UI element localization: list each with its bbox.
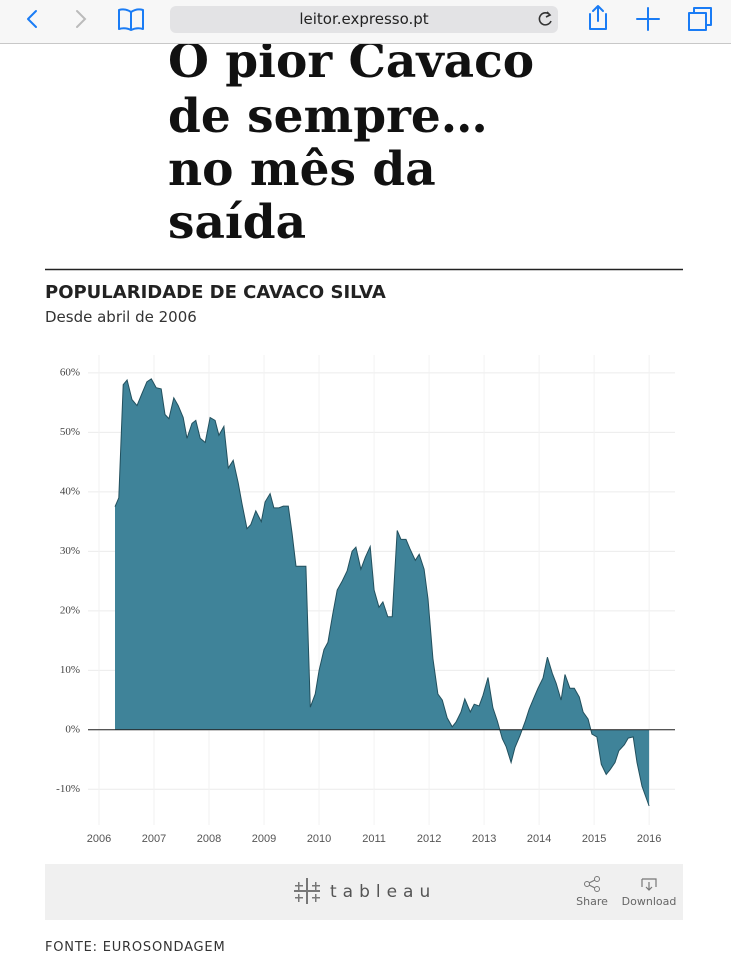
x-tick-label: 2015: [582, 833, 606, 845]
y-tick-label: 30%: [60, 545, 80, 557]
tabs-button[interactable]: [688, 7, 712, 31]
chart-title: POPULARIDADE DE CAVACO SILVA: [45, 282, 386, 303]
url-field[interactable]: [170, 6, 558, 33]
x-tick-label: 2016: [637, 833, 661, 845]
y-tick-label: 40%: [60, 485, 80, 497]
x-tick-label: 2013: [472, 833, 496, 845]
share-button[interactable]: Share: [576, 895, 608, 908]
back-button[interactable]: [27, 10, 37, 28]
bookmarks-button[interactable]: [118, 8, 144, 31]
tableau-icon: [294, 878, 320, 904]
y-tick-label: 60%: [60, 366, 80, 378]
title-line: de sempre…: [168, 89, 488, 144]
new-tab-button[interactable]: [636, 7, 660, 31]
x-tick-label: 2011: [362, 833, 386, 845]
reload-button[interactable]: [538, 11, 552, 26]
share-button[interactable]: [589, 5, 607, 30]
y-tick-label: -10%: [56, 783, 80, 795]
source: FONTE: EUROSONDAGEM: [45, 940, 225, 955]
area-line: [114, 378, 650, 807]
y-tick-label: 0%: [65, 723, 80, 735]
forward-button[interactable]: [76, 10, 87, 28]
tableau-logo: tableau: [330, 882, 436, 902]
plot: -10% 0% 10% 20% 30% 40% 50% 60% 2006 2007 2008 2009…: [56, 355, 675, 845]
title-line: saída: [168, 195, 306, 250]
x-tick-label: 2012: [417, 833, 441, 845]
share-icon: [584, 881, 590, 887]
x-tick-label: 2009: [252, 833, 276, 845]
download-icon: [641, 878, 657, 891]
share-icon: [594, 886, 600, 892]
y-tick-label: 10%: [60, 664, 80, 676]
x-tick-label: 2014: [527, 833, 551, 845]
area-fill: [115, 378, 650, 806]
tableau-toolbar: [45, 864, 683, 920]
download-button[interactable]: Download: [622, 895, 677, 908]
title-line: no mês da: [168, 142, 436, 197]
chart-subtitle: Desde abril de 2006: [45, 308, 197, 326]
x-tick-label: 2006: [87, 833, 111, 845]
article-title: O pior Cavaco de sempre… no mês da saída: [168, 34, 534, 250]
y-tick-label: 20%: [60, 604, 80, 616]
x-tick-label: 2010: [307, 833, 331, 845]
share-icon: [594, 876, 600, 882]
url: leitor.expresso.pt: [299, 10, 428, 28]
y-tick-label: 50%: [60, 426, 80, 438]
x-tick-label: 2007: [142, 833, 166, 845]
x-tick-label: 2008: [197, 833, 221, 845]
